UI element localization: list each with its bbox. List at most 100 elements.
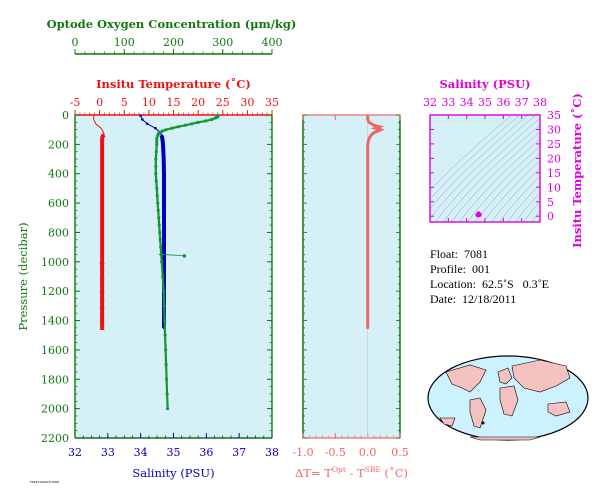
oxygen-point xyxy=(164,362,168,367)
oxygen-point xyxy=(162,289,166,293)
ts-density-contour xyxy=(451,131,540,222)
oxygen-point xyxy=(204,119,208,123)
oxygen-point xyxy=(158,238,162,242)
salinity-tick-label: 36 xyxy=(199,446,213,459)
delta-t-point xyxy=(366,143,369,146)
oxygen-point xyxy=(155,139,159,144)
delta-t-point xyxy=(367,121,371,124)
temperature-point xyxy=(99,296,105,301)
salinity-tick-label: 33 xyxy=(101,446,115,459)
ts-plot-background xyxy=(430,115,540,222)
oxygen-point xyxy=(164,348,168,352)
pressure-tick-label: 1600 xyxy=(41,344,69,357)
oxygen-point xyxy=(154,164,158,168)
salinity-tick-label: 35 xyxy=(167,446,181,459)
pressure-tick-label: 800 xyxy=(48,226,69,239)
temperature-tick-label: 20 xyxy=(191,96,205,109)
salinity-point xyxy=(162,157,165,161)
delta-t-point xyxy=(366,172,369,176)
delta-t-point xyxy=(366,289,369,293)
map-land-south-america xyxy=(469,397,487,429)
ts-data-point xyxy=(475,212,480,218)
oxygen-point xyxy=(154,157,158,161)
delta-t-point xyxy=(366,260,369,264)
pressure-tick-label: 200 xyxy=(48,138,69,151)
pressure-tick-label: 2200 xyxy=(41,432,69,445)
delta-x-tick-label: 0.5 xyxy=(391,446,409,459)
oxygen-spike-point xyxy=(182,254,187,258)
oxygen-tick-label: 100 xyxy=(114,36,135,49)
oxygen-point xyxy=(157,216,161,220)
temperature-point xyxy=(99,318,105,323)
oxygen-point xyxy=(155,186,159,191)
oxygen-point xyxy=(160,260,164,264)
salinity-point xyxy=(162,231,166,234)
delta-t-point xyxy=(376,129,379,133)
ts-y-tick-label: 15 xyxy=(547,167,561,180)
delta-plot-background xyxy=(303,115,400,438)
delta-t-point xyxy=(378,125,381,129)
oxygen-point xyxy=(163,318,167,323)
salinity-tick-label: 38 xyxy=(265,446,279,459)
delta-title-mid: - T xyxy=(346,466,365,480)
map-land-antarctica xyxy=(469,436,541,441)
ts-x-tick-label: 34 xyxy=(460,96,474,109)
ts-temperature-title: Insitu Temperature (˚C) xyxy=(570,93,584,248)
ts-x-tick-label: 38 xyxy=(533,96,547,109)
oxygen-point xyxy=(155,136,159,141)
delta-t-point xyxy=(366,201,369,205)
delta-x-tick-label: 0.0 xyxy=(359,446,377,459)
temperature-point xyxy=(99,325,105,330)
ts-density-contour xyxy=(515,192,540,222)
oxygen-point xyxy=(163,333,167,337)
oxygen-spike-line xyxy=(158,254,185,257)
delta-x-tick-label: -1.0 xyxy=(292,446,313,459)
temperature-tick-label: 35 xyxy=(265,96,279,109)
ts-y-tick-label: 30 xyxy=(547,123,561,136)
delta-t-point xyxy=(372,123,376,127)
oxygen-point xyxy=(159,245,163,249)
salinity-point xyxy=(162,216,166,220)
delta-t-point xyxy=(366,216,369,220)
timestamp-stamp: FSE20160826.0000 xyxy=(30,480,60,484)
salinity-point xyxy=(161,143,165,146)
delta-t-point xyxy=(372,131,376,134)
oxygen-point xyxy=(196,120,200,124)
ts-density-contour xyxy=(560,100,608,227)
temperature-tick-label: 30 xyxy=(240,96,254,109)
oxygen-tick-label: 200 xyxy=(163,36,184,49)
delta-t-point xyxy=(366,157,369,161)
oxygen-point xyxy=(155,194,159,198)
oxygen-point xyxy=(162,304,166,308)
delta-t-point xyxy=(366,231,369,234)
oxygen-point xyxy=(165,407,170,411)
delta-t-point xyxy=(366,326,369,330)
ts-y-tick-label: 20 xyxy=(547,152,561,165)
ts-y-tick-label: 10 xyxy=(547,181,561,194)
ts-density-contour xyxy=(435,118,540,222)
ts-density-contour xyxy=(499,175,540,222)
pressure-tick-label: 600 xyxy=(48,197,69,210)
salinity-tick-label: 34 xyxy=(134,446,148,459)
salinity-point xyxy=(145,122,149,126)
delta-title-sup-opt: Opt xyxy=(332,465,346,474)
ts-density-contour xyxy=(430,115,521,200)
oxygen-point xyxy=(164,128,168,132)
temperature-point xyxy=(99,281,105,286)
oxygen-point xyxy=(183,123,187,127)
delta-t-point xyxy=(369,134,373,137)
map-land-australia xyxy=(547,401,571,417)
pressure-tick-label: 400 xyxy=(48,168,69,181)
delta-t-point xyxy=(366,118,369,121)
temperature-axis-title: Insitu Temperature (˚C) xyxy=(96,77,251,91)
delta-t-panel: -1.0 -0.5 0.0 0.5 ΔT= TOpt - TSBE (˚C) xyxy=(292,114,409,480)
temperature-tick-label: 5 xyxy=(121,96,128,109)
plot-area-background xyxy=(75,115,272,438)
oxygen-point xyxy=(161,274,165,279)
delta-t-point xyxy=(366,304,369,308)
ts-x-tick-label: 37 xyxy=(515,96,529,109)
oxygen-point xyxy=(154,179,158,183)
salinity-tick-label: 37 xyxy=(232,446,246,459)
